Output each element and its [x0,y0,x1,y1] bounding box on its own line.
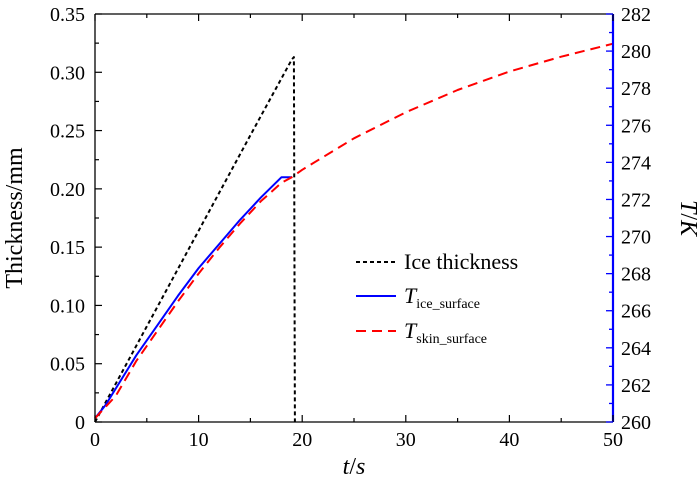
y-right-tick-label: 260 [621,412,651,434]
legend: Ice thickness Tice_surface Tskin_surface [356,249,518,347]
y-right-tick-label: 272 [621,189,651,211]
x-tick-label: 30 [396,429,416,451]
y-right-tick-label: 278 [621,78,651,100]
x-tick-label: 20 [292,429,312,451]
y-right-tick-label: 282 [621,4,651,26]
legend-label-2: Tice_surface [404,283,480,312]
series-line-3 [94,42,614,419]
y-left-tick-label: 0.10 [50,295,85,317]
legend-label-3: Tskin_surface [404,318,487,347]
y-right-tick-label: 270 [621,227,651,249]
y-right-axis-title: T/K [675,200,700,238]
y-right-tick-label: 280 [621,41,651,63]
y-right-tick-label: 274 [621,152,651,174]
x-axis-title: t/s [343,454,366,480]
y-left-tick-label: 0.20 [50,179,85,201]
series-line-2 [94,176,292,419]
y-left-tick-label: 0.25 [50,121,85,143]
x-tick-label: 40 [499,429,519,451]
y-left-axis-title: Thickness/mm [2,147,28,289]
y-right-tick-label: 276 [621,115,651,137]
y-right-tick-label: 266 [621,301,651,323]
y-right-tick-label: 264 [621,338,651,360]
y-left-tick-label: 0.35 [50,4,85,26]
series-layer [94,42,614,423]
x-tick-label: 50 [603,429,623,451]
y-right-tick-label: 262 [621,375,651,397]
x-tick-label: 10 [189,429,209,451]
legend-label-1: Ice thickness [404,249,518,274]
y-left-tick-label: 0.15 [50,237,85,259]
y-left-tick-label: 0.30 [50,62,85,84]
y-right-tick-label: 268 [621,264,651,286]
y-left-tick-label: 0 [75,412,85,434]
series-line-1 [94,56,296,423]
y-left-tick-label: 0.05 [50,354,85,376]
axes-layer: 0 10 20 30 40 50 0 0.05 0.10 0.15 0.20 0.25 0.30 0.35… [2,4,700,480]
x-tick-label: 0 [90,429,100,451]
